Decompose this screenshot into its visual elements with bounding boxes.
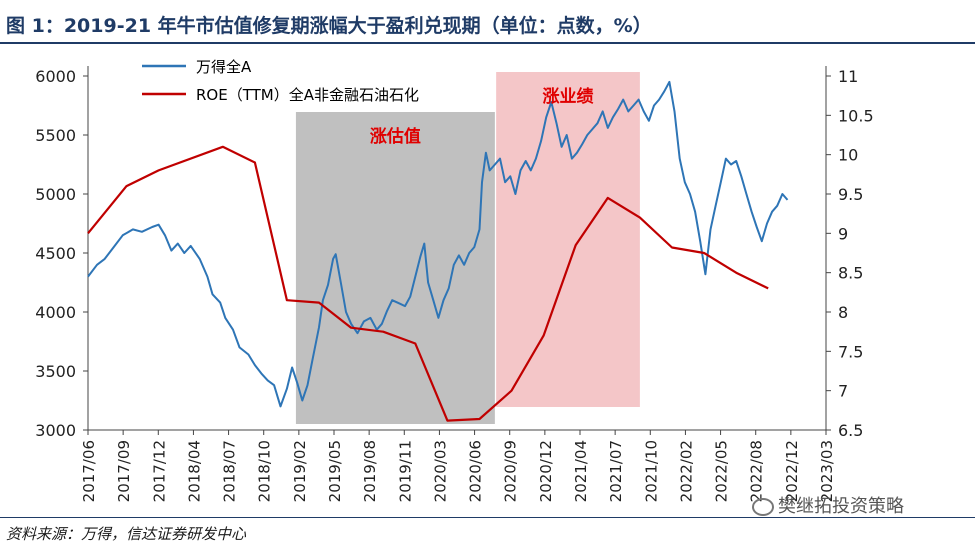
x-tick-label: 2018/10 [256,440,274,502]
right-tick-label: 6.5 [838,421,863,440]
x-tick-label: 2019/08 [361,440,379,502]
legend: 万得全A ROE（TTM）全A非金融石油石化 [142,58,419,104]
series-group [87,80,789,422]
legend-label-wind-a: 万得全A [196,58,252,76]
right-tick-label: 11 [838,67,858,86]
left-tick-label: 4000 [35,303,76,322]
highlight-bands [295,72,640,424]
source-note: 资料来源：万得，信达证券研发中心 [6,525,247,543]
left-tick-label: 6000 [35,67,76,86]
left-tick-label: 4500 [35,244,76,263]
x-tick-label: 2018/04 [185,440,203,502]
x-tick-label: 2019/05 [326,440,344,502]
right-tick-label: 9 [838,224,848,243]
roe-line [87,145,769,422]
left-tick-label: 5000 [35,185,76,204]
x-tick-label: 2021/04 [572,440,590,502]
x-tick-label: 2021/10 [642,440,660,502]
highlight-band-1 [295,112,495,424]
left-tick-label: 3500 [35,362,76,381]
x-tick-label: 2021/07 [607,440,625,502]
highlight-band-2 [496,72,640,407]
figure-title: 图 1：2019-21 年牛市估值修复期涨幅大于盈利兑现期（单位：点数，%） [6,15,652,37]
x-tick-label: 2019/11 [396,440,414,502]
right-tick-label: 9.5 [838,185,863,204]
title-divider [0,42,975,44]
x-tick-label: 2019/02 [291,440,309,502]
band-label-2: 涨业绩 [543,86,594,107]
x-tick-label: 2022/02 [677,440,695,502]
x-tick-label: 2017/09 [115,440,133,502]
source-divider [0,517,975,518]
wechat-icon [752,498,774,516]
x-tick-label: 2020/03 [431,440,449,502]
title-bar: 图 1：2019-21 年牛市估值修复期涨幅大于盈利兑现期（单位：点数，%） [0,0,975,44]
x-tick-label: 2022/12 [783,440,801,502]
left-tick-label: 5500 [35,126,76,145]
right-tick-label: 7 [838,382,848,401]
x-tick-label: 2020/09 [502,440,520,502]
left-tick-label: 3000 [35,421,76,440]
x-tick-label: 2020/12 [537,440,555,502]
x-tick-label: 2022/08 [748,440,766,502]
x-tick-label: 2020/06 [467,440,485,502]
right-tick-label: 7.5 [838,342,863,361]
right-tick-label: 10.5 [838,106,874,125]
watermark-text: 樊继拓投资策略 [778,496,904,517]
x-tick-label: 2023/03 [818,440,836,502]
watermark: 樊继拓投资策略 [752,492,904,518]
axes-group [83,66,831,435]
x-tick-label: 2017/06 [80,440,98,502]
wind-a-index-line [87,80,789,408]
right-tick-label: 8.5 [838,264,863,283]
x-tick-label: 2022/05 [713,440,731,502]
right-tick-label: 8 [838,303,848,322]
x-tick-label: 2017/12 [150,440,168,502]
right-tick-label: 10 [838,146,858,165]
x-tick-label: 2018/07 [221,440,239,502]
band-label-1: 涨估值 [370,126,421,147]
legend-label-roe: ROE（TTM）全A非金融石油石化 [196,86,419,104]
labels-group: 涨估值 涨业绩 3000 3500 4000 4500 5000 5500 6000 6.5 7 7.… [35,67,873,502]
chart-svg: 涨估值 涨业绩 3000 3500 4000 4500 5000 5500 6000 6.5 7 7.… [35,58,873,502]
